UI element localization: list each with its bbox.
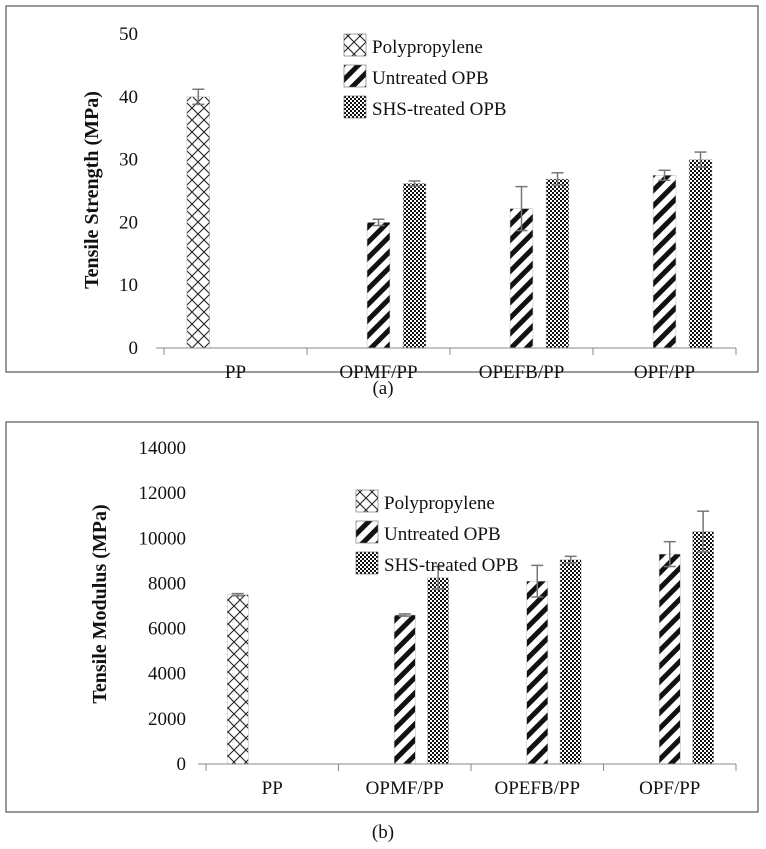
x-axis: PP OPMF/PP OPEFB/PP OPF/PP bbox=[198, 763, 737, 799]
y-tick-label: 20 bbox=[119, 212, 138, 233]
chart-panel-b: Tensile Modulus (MPa) 0 2000 4000 6000 8000 1… bbox=[5, 421, 759, 813]
bar bbox=[526, 580, 549, 765]
y-axis: 0 10 20 30 40 50 bbox=[119, 24, 138, 359]
bar bbox=[545, 178, 570, 349]
bar bbox=[186, 96, 211, 349]
y-tick-label: 0 bbox=[177, 754, 187, 775]
x-axis: PP OPMF/PP OPEFB/PP OPF/PP bbox=[156, 347, 737, 383]
bar-group bbox=[186, 88, 713, 349]
legend-swatch bbox=[343, 64, 367, 88]
x-tick-label: OPMF/PP bbox=[339, 362, 417, 383]
legend-label: Polypropylene bbox=[372, 37, 483, 58]
legend-label: SHS-treated OPB bbox=[384, 555, 519, 576]
y-axis-label: Tensile Strength (MPa) bbox=[81, 91, 103, 289]
x-tick-label: PP bbox=[225, 362, 246, 383]
bar bbox=[652, 175, 677, 349]
bar bbox=[427, 577, 449, 765]
legend-label: Polypropylene bbox=[384, 493, 495, 514]
legend: Polypropylene Untreated OPB SHS-treated OP… bbox=[343, 33, 507, 120]
panel-label-a: (a) bbox=[372, 378, 393, 399]
x-tick-label: PP bbox=[262, 778, 283, 799]
x-tick-label: OPMF/PP bbox=[366, 778, 444, 799]
y-tick-label: 40 bbox=[119, 87, 138, 108]
chart-panel-a: Tensile Strength (MPa) 0 10 20 30 40 50 PP OPM… bbox=[5, 5, 759, 383]
y-tick-label: 8000 bbox=[148, 573, 186, 594]
legend-swatch bbox=[355, 489, 379, 513]
y-tick-label: 2000 bbox=[148, 709, 186, 730]
y-tick-label: 10000 bbox=[139, 528, 187, 549]
y-tick-label: 4000 bbox=[148, 664, 186, 685]
y-tick-label: 12000 bbox=[139, 483, 187, 504]
bar-group bbox=[226, 510, 714, 765]
legend-label: SHS-treated OPB bbox=[372, 99, 507, 120]
bar bbox=[692, 531, 714, 765]
x-tick-label: OPF/PP bbox=[639, 778, 700, 799]
legend-swatch bbox=[355, 551, 379, 575]
x-tick-label: OPEFB/PP bbox=[494, 778, 580, 799]
y-axis-label: Tensile Modulus (MPa) bbox=[89, 504, 111, 703]
y-tick-label: 10 bbox=[119, 275, 138, 296]
bar bbox=[393, 614, 416, 765]
y-axis: 0 2000 4000 6000 8000 10000 12000 14000 bbox=[139, 438, 187, 775]
y-tick-label: 14000 bbox=[139, 438, 187, 459]
panel-label-b: (b) bbox=[372, 822, 394, 843]
y-tick-label: 30 bbox=[119, 150, 138, 171]
bar bbox=[402, 183, 427, 349]
x-tick-label: OPF/PP bbox=[634, 362, 695, 383]
bar bbox=[688, 159, 713, 349]
legend-swatch bbox=[343, 33, 367, 57]
bar bbox=[559, 559, 582, 765]
legend-label: Untreated OPB bbox=[384, 524, 501, 545]
legend-swatch bbox=[355, 520, 379, 544]
chart-frame bbox=[5, 421, 759, 813]
legend-swatch bbox=[343, 95, 367, 119]
legend: Polypropylene Untreated OPB SHS-treated OP… bbox=[355, 489, 519, 576]
bar bbox=[658, 553, 681, 765]
y-tick-label: 50 bbox=[119, 24, 138, 45]
legend-label: Untreated OPB bbox=[372, 68, 489, 89]
y-tick-label: 6000 bbox=[148, 619, 186, 640]
x-tick-label: OPEFB/PP bbox=[479, 362, 565, 383]
y-tick-label: 0 bbox=[129, 338, 139, 359]
bar bbox=[226, 594, 249, 765]
bar bbox=[366, 222, 391, 349]
